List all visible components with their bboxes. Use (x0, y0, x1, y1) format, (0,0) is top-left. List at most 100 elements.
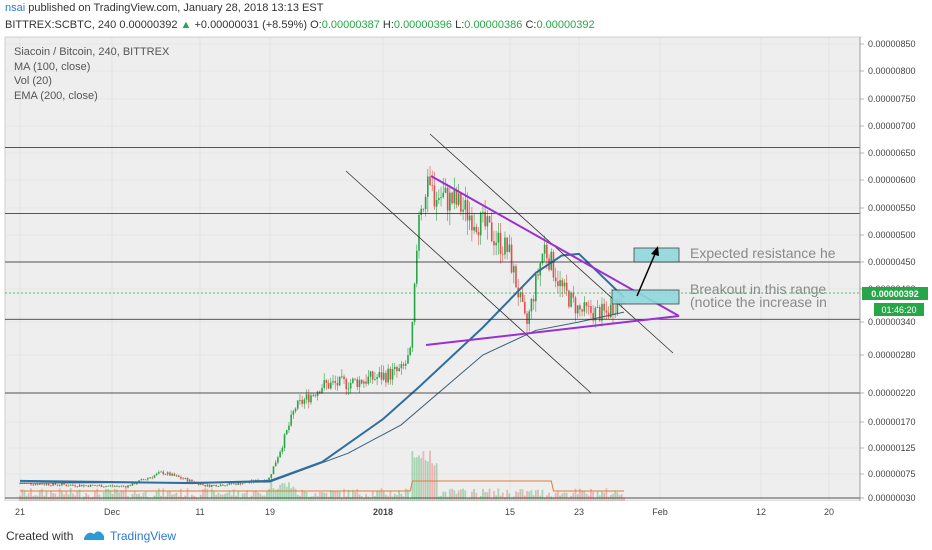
volume-bar (254, 490, 257, 501)
candle-body (283, 434, 286, 448)
candle-body (378, 372, 381, 378)
tradingview-link[interactable]: TradingView (110, 529, 177, 543)
candle-body (521, 292, 524, 302)
candle-body (594, 307, 597, 321)
candle-body (343, 376, 345, 380)
candle-body (473, 226, 475, 231)
candle-body (180, 476, 182, 479)
candle-body (524, 301, 526, 314)
volume-bar (107, 489, 110, 501)
y-tick-label: 0.00000750 (868, 94, 916, 104)
volume-bar (72, 493, 74, 501)
candle-body (164, 474, 167, 476)
volume-bar (202, 489, 204, 501)
volume-bar (243, 493, 246, 501)
legend: Siacoin / Bitcoin, 240, BITTREX MA (100,… (14, 46, 170, 102)
volume-bar (166, 490, 169, 501)
candle-body (490, 222, 493, 242)
volume-bar (389, 490, 392, 501)
x-tick-label: 19 (265, 507, 275, 517)
plot-area[interactable] (4, 36, 863, 502)
candle-body (519, 292, 522, 298)
price-chart[interactable]: Expected resistance he Breakout in this … (0, 36, 932, 522)
candle-body (559, 280, 561, 287)
candle-body (318, 391, 321, 394)
candle-body (449, 192, 451, 211)
candle-body (175, 475, 178, 477)
candle-body (210, 484, 213, 487)
volume-bar (402, 496, 405, 501)
volume-bar (281, 483, 284, 501)
volume-bar (550, 496, 553, 501)
volume-bar (120, 490, 123, 501)
volume-bar (47, 497, 50, 501)
volume-bar (420, 458, 423, 501)
candle-body (499, 232, 502, 254)
volume-bar (444, 491, 447, 501)
tradingview-logo-icon[interactable] (82, 526, 106, 544)
candle-body (409, 347, 411, 356)
author-link[interactable]: nsai (5, 2, 26, 14)
candle-body (235, 483, 237, 485)
candle-body (501, 253, 504, 255)
volume-bar (49, 491, 52, 501)
x-axis[interactable]: 21 Dec 11 19 2018 15 23 Feb 12 20 (15, 507, 834, 517)
candle-body (107, 485, 109, 487)
volume-bar (188, 497, 191, 501)
volume-bar (151, 497, 154, 501)
volume-bar (415, 457, 418, 501)
volume-bar (442, 491, 445, 501)
candle-body (310, 395, 312, 403)
candle-body (67, 485, 70, 487)
volume-bar (581, 490, 584, 501)
candle-body (424, 196, 427, 210)
volume-bar (60, 491, 63, 501)
volume-bar (378, 490, 381, 501)
volume-bar (380, 488, 383, 501)
candle-body (30, 482, 32, 485)
x-tick-label: 2018 (373, 507, 393, 517)
volume-bar (58, 488, 61, 501)
x-tick-label: 12 (756, 507, 766, 517)
volume-bar (142, 492, 145, 501)
volume-bar (620, 494, 623, 501)
x-axis-bg (0, 501, 932, 522)
candle-body (98, 485, 101, 486)
footer: Created with TradingView (0, 522, 932, 550)
volume-bar (131, 494, 134, 501)
volume-bar (484, 492, 487, 501)
high-value: 0.00000396 (393, 19, 453, 31)
volume-bar (162, 488, 165, 501)
volume-bar (314, 493, 317, 501)
candle-body (277, 457, 279, 463)
candle-body (330, 382, 332, 389)
candle-body (131, 482, 134, 486)
published-text: published on TradingView.com, January 28… (28, 2, 324, 14)
x-tick-label: 21 (15, 507, 25, 517)
breakout-annotation-1: Breakout in this range (690, 281, 826, 297)
candle-body (241, 483, 244, 485)
candle-body (63, 483, 65, 485)
candle-body (528, 311, 531, 324)
candle-body (144, 479, 147, 481)
volume-bar (413, 457, 416, 501)
candle-body (36, 483, 39, 485)
volume-bar (605, 488, 608, 501)
volume-bar (182, 497, 185, 501)
candle-body (94, 485, 96, 487)
volume-bar (195, 497, 198, 501)
volume-bar (111, 493, 114, 501)
volume-bar (422, 451, 425, 501)
candle-body (360, 379, 363, 384)
volume-bar (96, 488, 99, 501)
candle-body (592, 313, 594, 321)
volume-bar (541, 489, 544, 501)
volume-bar (197, 497, 200, 501)
candle-body (471, 215, 473, 231)
volume-bar (122, 490, 125, 501)
volume-bar (338, 491, 341, 501)
volume-bar (116, 489, 118, 501)
candle-body (136, 482, 138, 485)
volume-bar (510, 497, 513, 501)
volume-bar (596, 491, 599, 501)
